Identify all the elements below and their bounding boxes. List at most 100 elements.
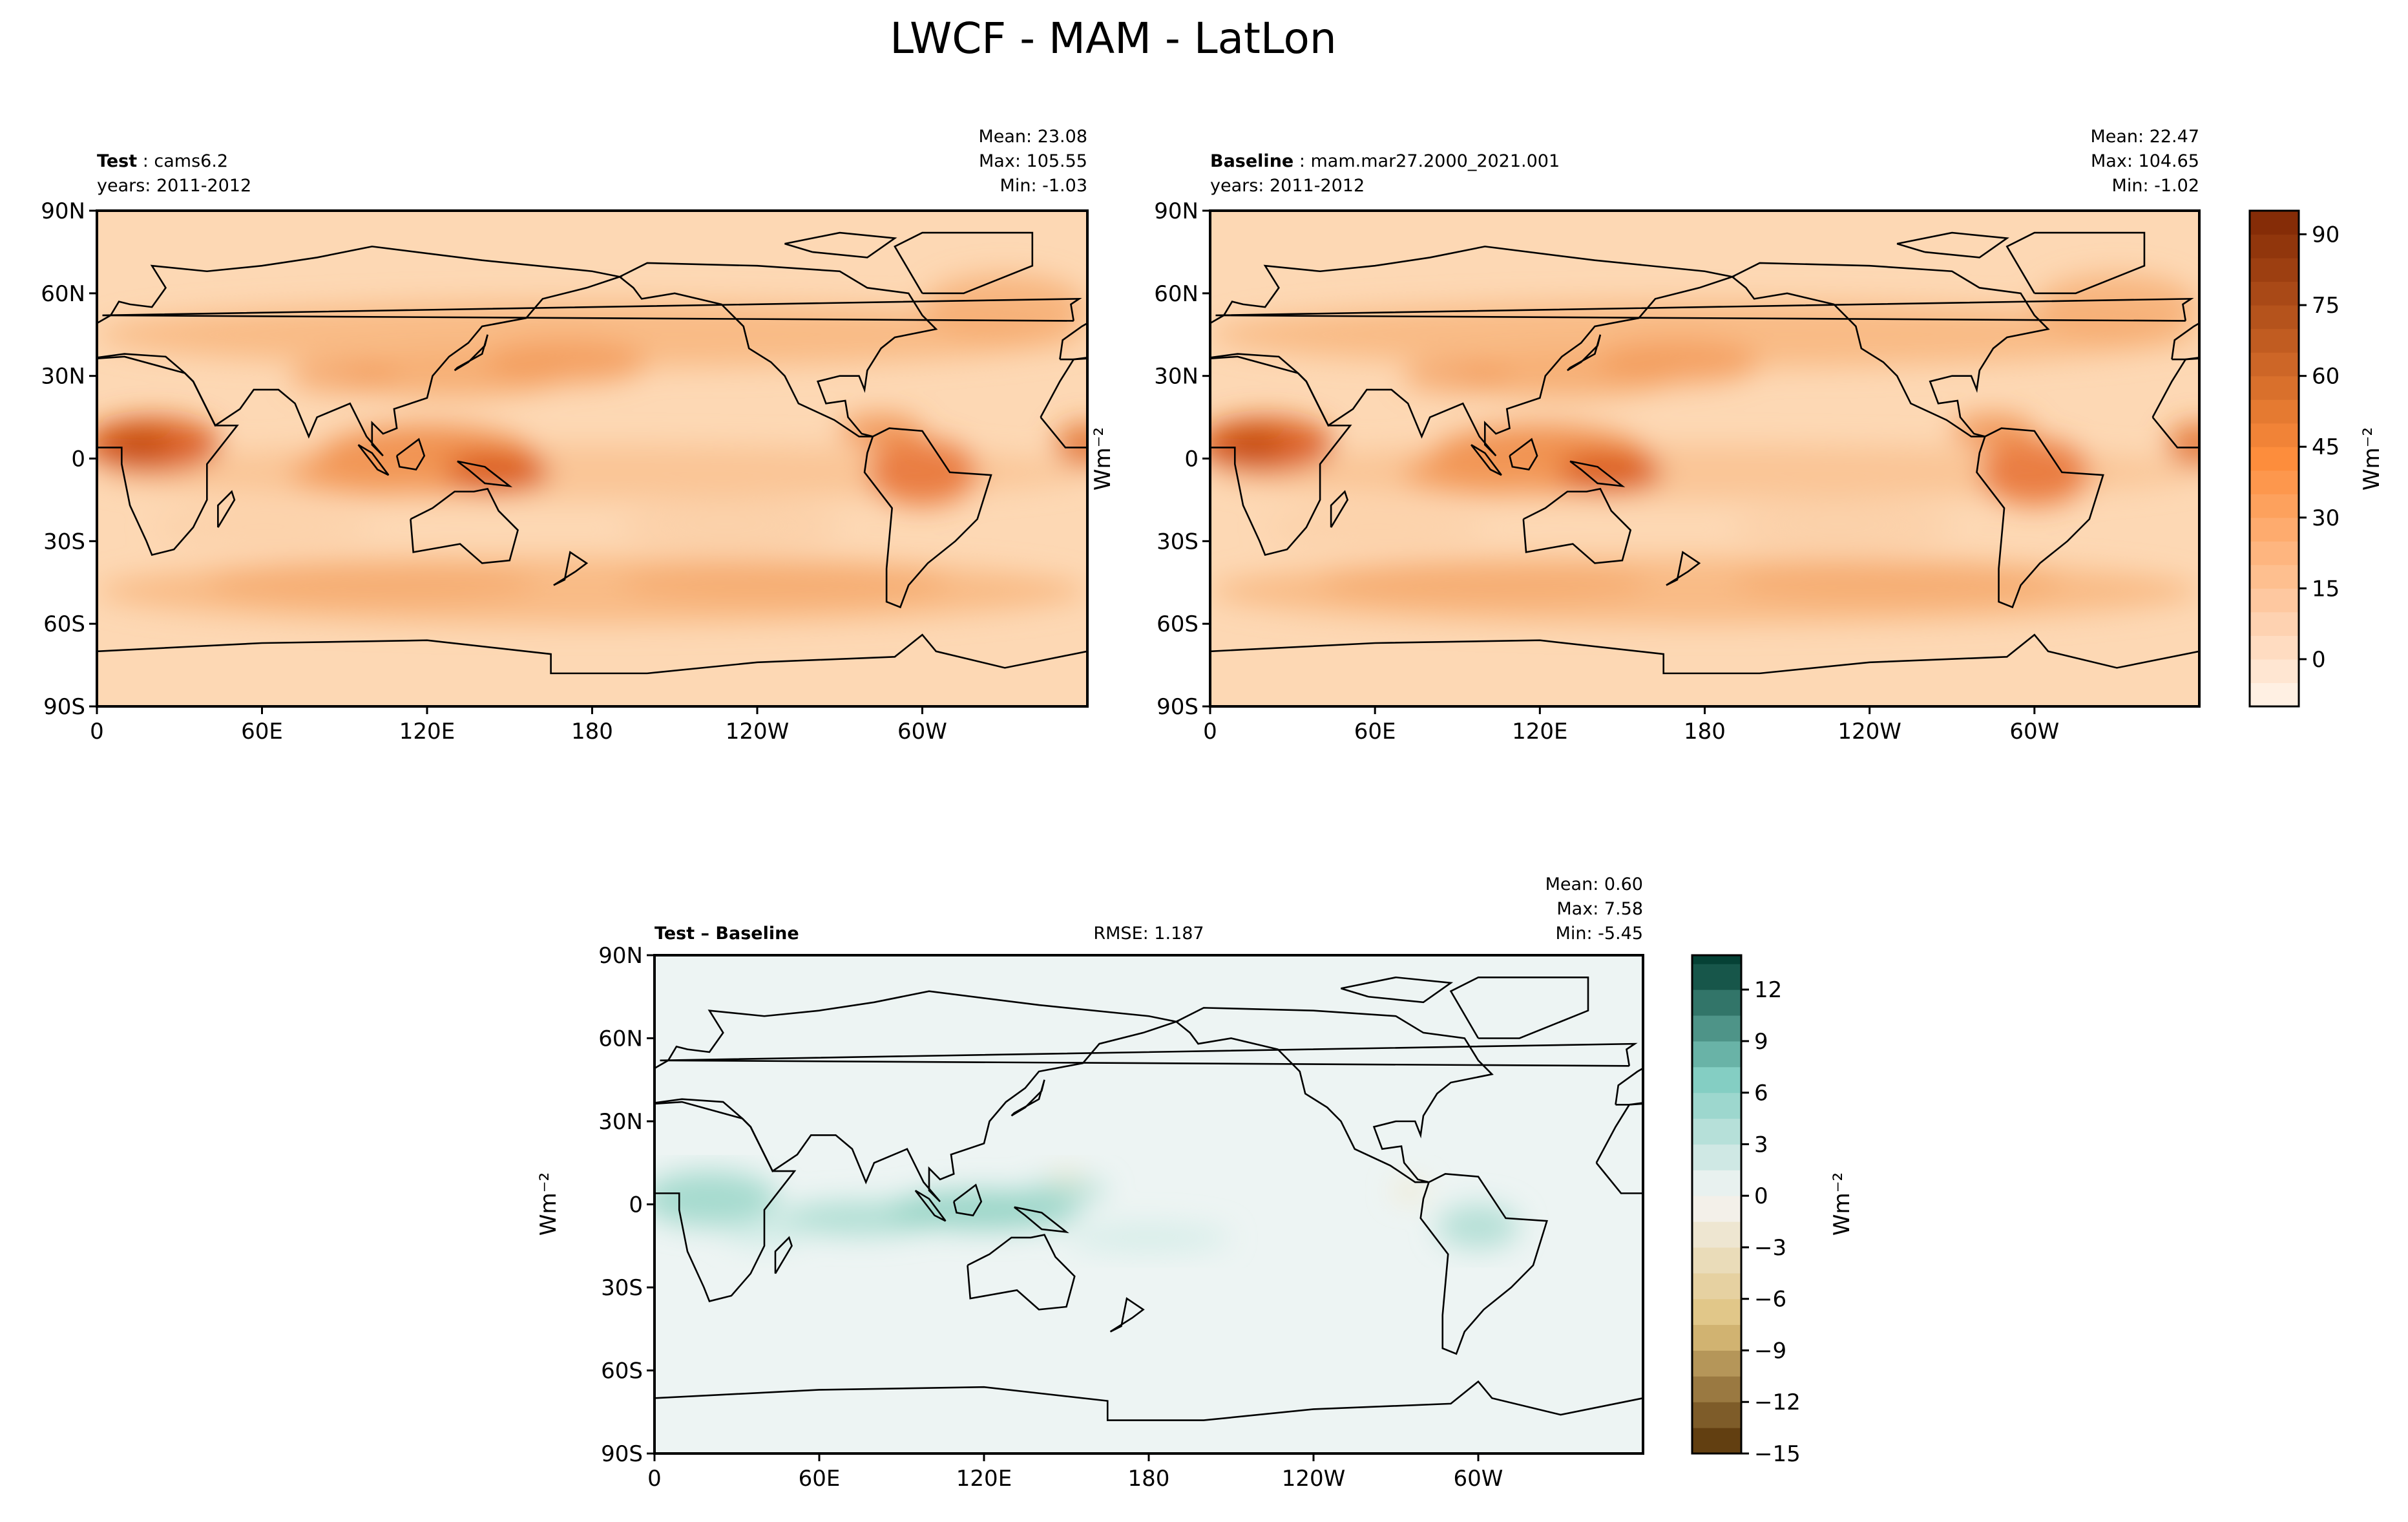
colorbar-level xyxy=(1692,964,1741,990)
field-contour-region xyxy=(867,439,978,505)
colorbar-level xyxy=(2250,635,2299,660)
x-tick-label: 60E xyxy=(241,719,283,745)
field-contour-region xyxy=(922,274,1087,341)
colorbar-level xyxy=(2250,447,2299,471)
y-tick-label: 90S xyxy=(1157,694,1199,720)
field-contour-region xyxy=(1402,359,1513,393)
colorbar-level xyxy=(2250,588,2299,613)
field-contour-region xyxy=(620,500,840,555)
colorbar-tick-label: 6 xyxy=(1754,1081,1768,1106)
field-contour-region xyxy=(1437,1204,1520,1249)
colorbar-tick-label: 15 xyxy=(2312,576,2340,602)
panel-baseline: Baseline : mam.mar27.2000_2021.001 years… xyxy=(1090,127,2201,745)
map-field-background xyxy=(654,955,1643,1453)
panel-baseline-ylabel: Wm⁻² xyxy=(1090,427,1116,491)
field-contour-region xyxy=(289,359,400,393)
x-tick-label: 0 xyxy=(90,719,104,745)
colorbar-tick-label: 9 xyxy=(1754,1029,1768,1055)
colorbar-level xyxy=(2250,682,2299,707)
colorbar-level xyxy=(2250,258,2299,282)
y-tick-label: 90S xyxy=(43,694,85,720)
colorbar-level xyxy=(2250,399,2299,424)
colorbar-level xyxy=(2250,234,2299,259)
field-contour-region xyxy=(1054,423,1087,467)
panel-test: Test : cams6.2 years: 2011-2012 Mean: 23… xyxy=(41,127,1089,745)
field-contour-region xyxy=(1218,428,1284,461)
y-tick-label: 60N xyxy=(41,281,85,307)
field-contour-region xyxy=(1066,1223,1231,1252)
field-contour-region xyxy=(1393,1182,1427,1199)
colorbar-lwcf: 0 15 30 45 60 75 90 xyxy=(2248,209,2340,708)
colorbar-tick-label: 30 xyxy=(2312,505,2340,531)
colorbar-level xyxy=(2250,541,2299,565)
colorbar-level xyxy=(2250,470,2299,494)
colorbar-frame xyxy=(1691,954,1743,1455)
colorbar-tick-label: 75 xyxy=(2312,293,2340,319)
x-tick-label: 0 xyxy=(1203,719,1217,745)
field-contour-region xyxy=(1320,560,1650,605)
x-tick-label: 60W xyxy=(897,719,947,745)
field-contour-region xyxy=(105,428,171,461)
colorbar-level xyxy=(1692,1170,1741,1196)
y-tick-label: 90N xyxy=(598,943,643,969)
x-tick-label: 120E xyxy=(956,1466,1012,1492)
x-tick-label: 60W xyxy=(1454,1466,1503,1492)
y-tick-label: 30N xyxy=(41,364,85,390)
colorbar-level xyxy=(2250,375,2299,400)
x-tick-label: 120W xyxy=(726,719,790,745)
map-diff: 0 60E 120E 180 120W 60W 90N 60N 30N 0 30S 60S 90S xyxy=(598,943,1644,1492)
field-contour-region xyxy=(97,301,1087,368)
y-tick-label: 90N xyxy=(1154,198,1199,224)
y-tick-label: 30S xyxy=(1157,529,1199,555)
panel-baseline-min: Min: -1.02 xyxy=(2112,176,2199,196)
colorbar-diff: 12 9 6 3 0 −3 −6 −9 −12 −15 xyxy=(1691,954,1801,1467)
colorbar-level xyxy=(1692,955,1741,964)
colorbar-tick-label: 45 xyxy=(2312,434,2340,460)
colorbar-diff-label: Wm⁻² xyxy=(1829,1172,1855,1236)
y-tick-label: 60N xyxy=(598,1026,643,1052)
colorbar-level xyxy=(1692,1402,1741,1428)
colorbar-tick-label: 0 xyxy=(1754,1183,1768,1209)
y-tick-label: 30N xyxy=(1154,364,1199,390)
figure-title: LWCF - MAM - LatLon xyxy=(890,14,1337,63)
x-tick-label: 180 xyxy=(1128,1466,1170,1492)
panel-baseline-max: Max: 104.65 xyxy=(2091,151,2199,171)
x-tick-label: 180 xyxy=(571,719,613,745)
colorbar-tick-label: −6 xyxy=(1754,1287,1786,1313)
y-tick-label: 30S xyxy=(43,529,85,555)
colorbar-level xyxy=(1692,1350,1741,1377)
panel-baseline-label: Baseline : mam.mar27.2000_2021.001 xyxy=(1210,151,1560,171)
panel-diff-rmse: RMSE: 1.187 xyxy=(1093,924,1204,944)
y-tick-label: 30N xyxy=(598,1109,643,1135)
colorbar-level xyxy=(2250,611,2299,636)
panel-diff-mean: Mean: 0.60 xyxy=(1545,874,1643,894)
panel-diff: Test – Baseline RMSE: 1.187 Mean: 0.60 M… xyxy=(536,874,1644,1492)
field-contour-region xyxy=(289,450,455,494)
field-contour-region xyxy=(620,560,950,605)
colorbar-level xyxy=(2250,517,2299,542)
panel-diff-min: Min: -5.45 xyxy=(1556,924,1643,944)
x-tick-label: 120W xyxy=(1282,1466,1346,1492)
colorbar-level xyxy=(1692,1428,1741,1454)
colorbar-level xyxy=(2250,564,2299,589)
field-contour-region xyxy=(1952,414,2035,448)
panel-test-max: Max: 105.55 xyxy=(979,151,1087,171)
field-contour-region xyxy=(1050,1171,1083,1183)
colorbar-lwcf-label: Wm⁻² xyxy=(2359,427,2385,491)
panel-diff-label: Test – Baseline xyxy=(654,924,799,944)
field-contour-region xyxy=(1210,301,2199,368)
y-tick-label: 60S xyxy=(43,611,85,637)
y-tick-label: 60S xyxy=(601,1358,643,1384)
colorbar-tick-label: −3 xyxy=(1754,1235,1786,1261)
map-baseline: 0 60E 120E 180 120W 60W 90N 60N 30N 0 30S 60S 90S xyxy=(1154,198,2201,745)
colorbar-level xyxy=(2250,423,2299,447)
x-tick-label: 120E xyxy=(399,719,455,745)
colorbar-tick-label: 0 xyxy=(2312,647,2326,673)
colorbar-level xyxy=(1692,1041,1741,1068)
x-tick-label: 60W xyxy=(2009,719,2059,745)
colorbar-level xyxy=(1692,1298,1741,1326)
panel-diff-ylabel: Wm⁻² xyxy=(536,1172,561,1236)
colorbar-level xyxy=(2250,305,2299,330)
y-tick-label: 0 xyxy=(629,1192,643,1218)
field-contour-region xyxy=(1402,450,1567,494)
